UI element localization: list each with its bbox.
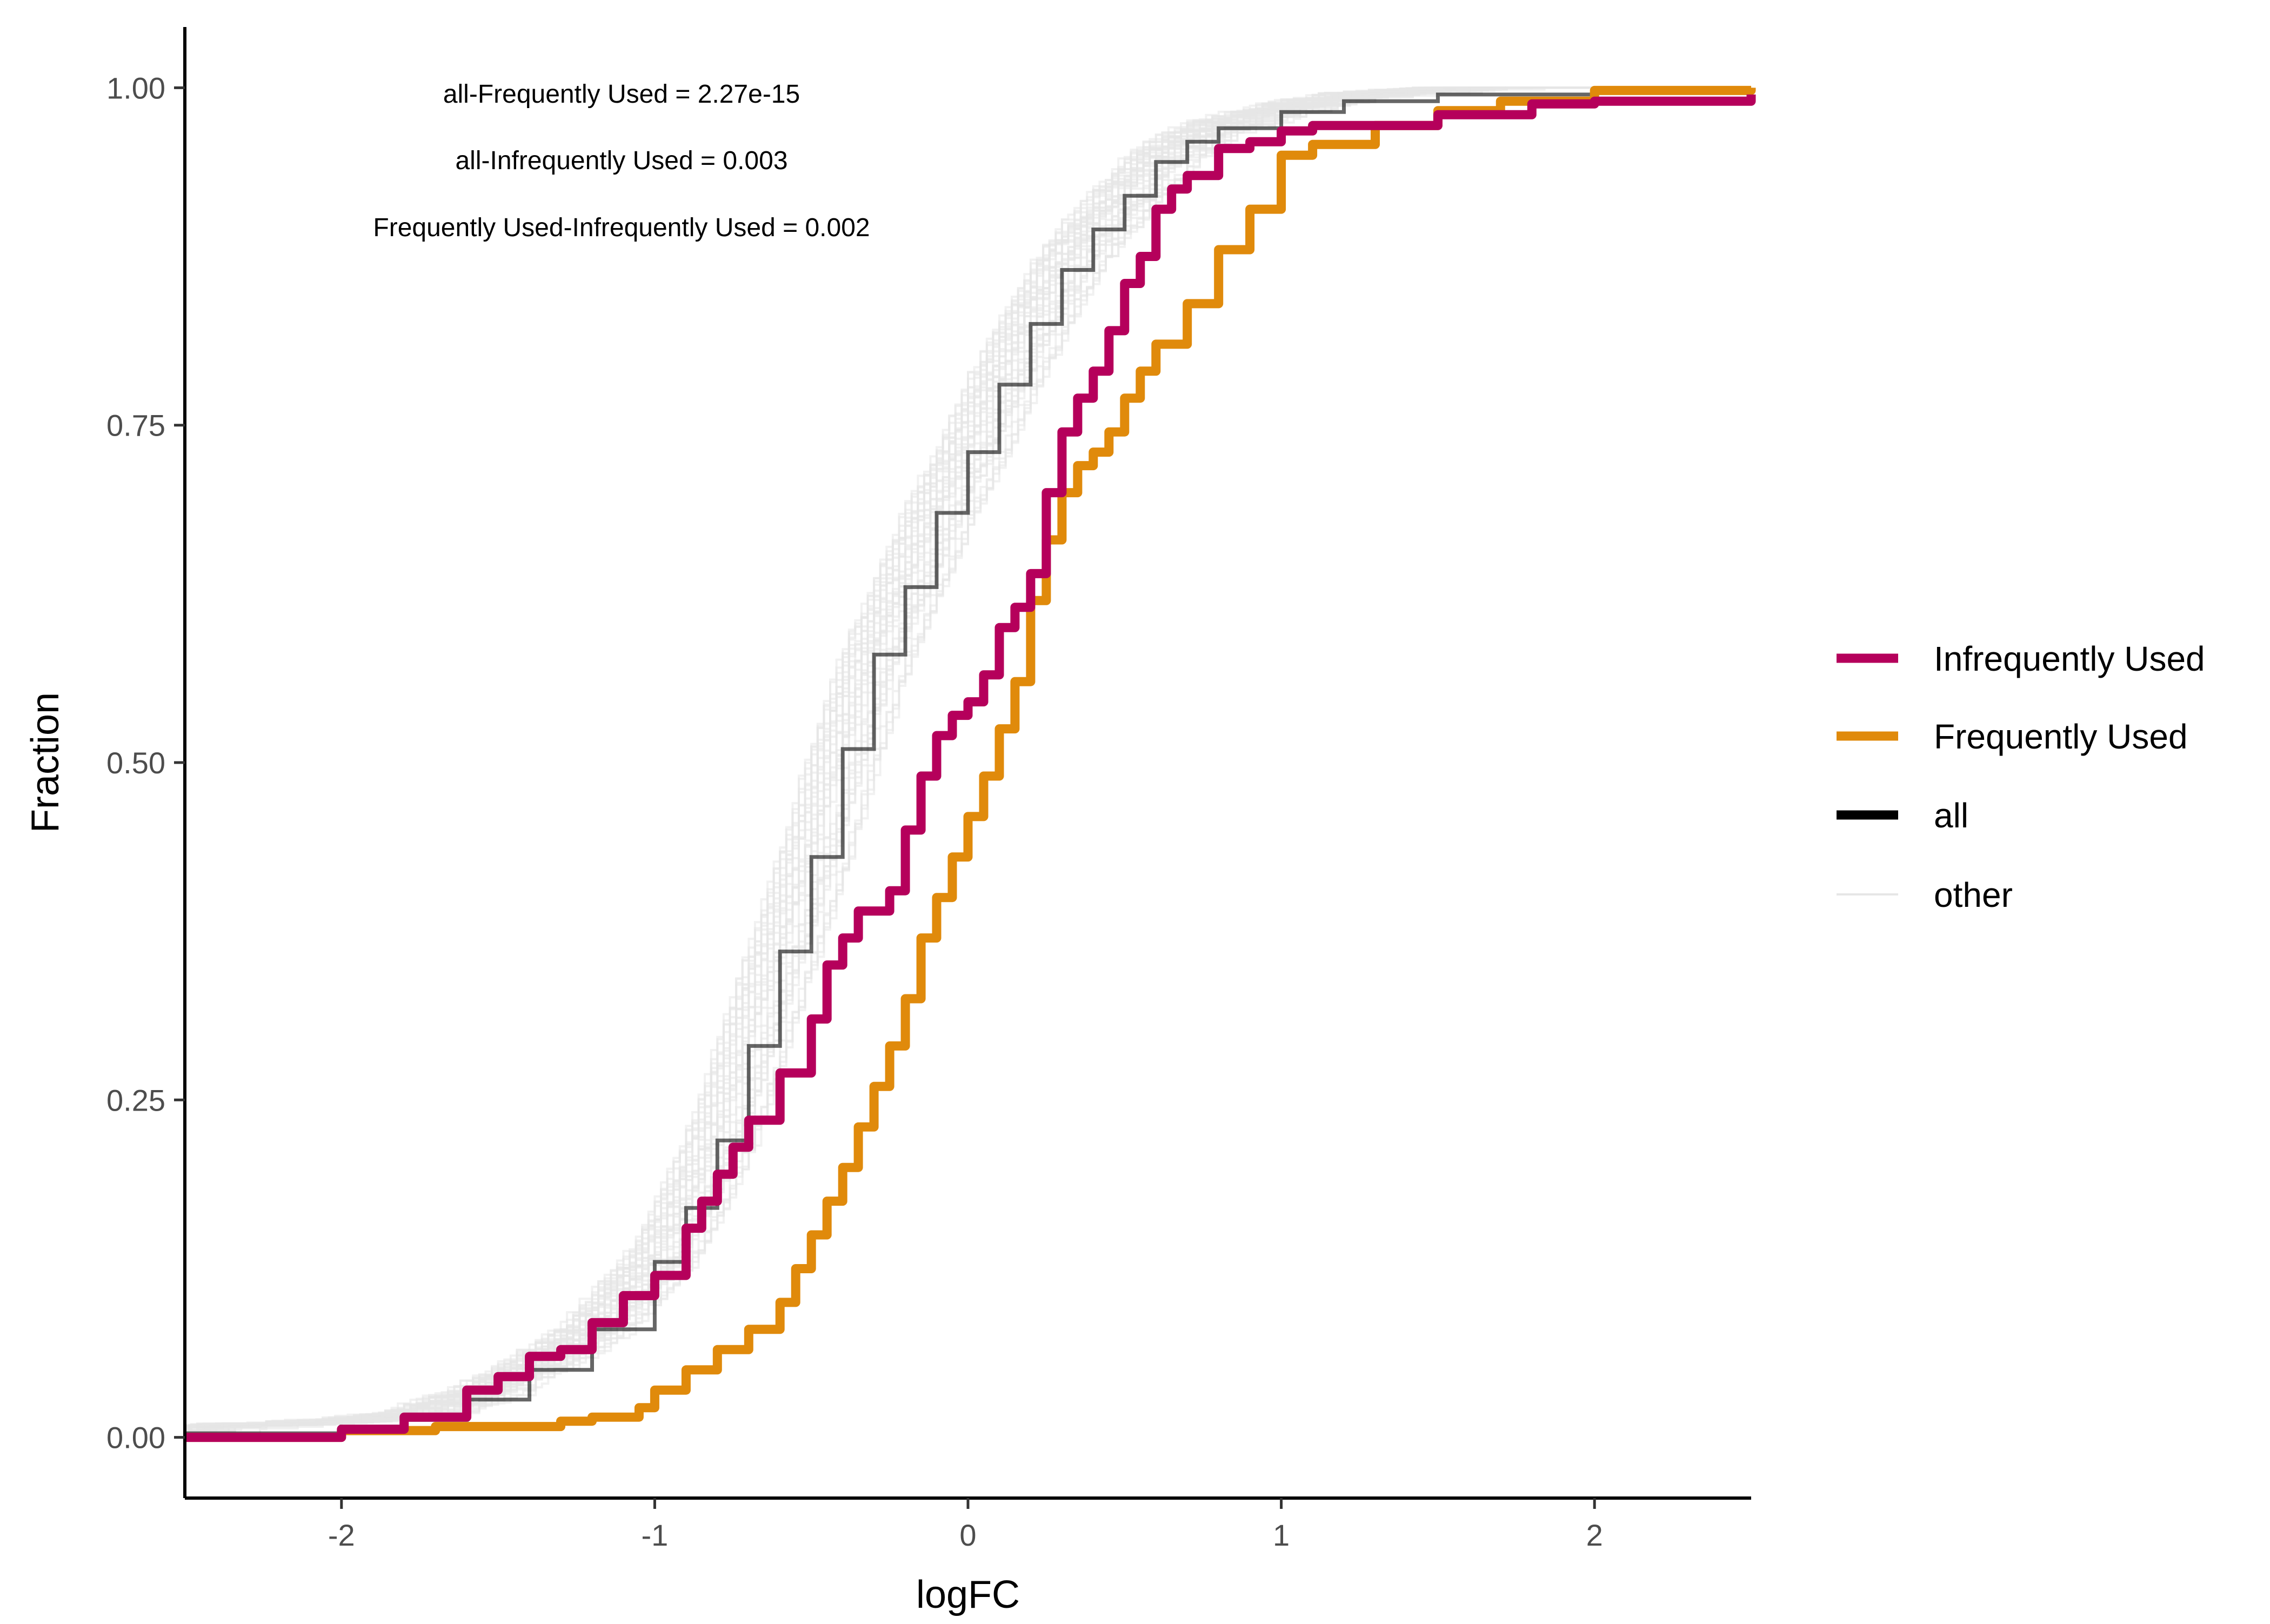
other-series-line: [185, 86, 1751, 1439]
other-series-line: [185, 86, 1751, 1432]
axes-group: [183, 27, 1751, 1500]
other-series-line: [185, 86, 1751, 1434]
x-tick-label: 1: [1273, 1518, 1290, 1552]
y-tick-label: 0.00: [106, 1421, 165, 1455]
other-series-line: [185, 86, 1751, 1427]
series-line-all: [185, 88, 1753, 1435]
other-series-line: [185, 86, 1751, 1438]
other-series-line: [185, 86, 1751, 1439]
legend-item-all: all: [1837, 796, 1968, 835]
other-series-line: [185, 86, 1751, 1436]
other-series-line: [185, 86, 1751, 1438]
other-series-line: [185, 86, 1751, 1434]
series-line-frequently-used: [185, 85, 1756, 1442]
y-tick-label: 0.50: [106, 746, 165, 780]
x-tick-label: -2: [328, 1518, 355, 1552]
other-series-line: [185, 86, 1751, 1431]
other-series-line: [185, 86, 1751, 1427]
y-tick-label: 1.00: [106, 71, 165, 105]
x-tick-label: 0: [959, 1518, 976, 1552]
other-series-line: [185, 86, 1751, 1435]
other-series-line: [185, 86, 1751, 1439]
legend-label-infrequently-used: Infrequently Used: [1934, 639, 2205, 678]
other-series-line: [185, 86, 1751, 1439]
other-series-line: [185, 86, 1751, 1437]
y-tick-label: 0.75: [106, 409, 165, 443]
x-axis-title: logFC: [916, 1573, 1020, 1616]
annotations-group: all-Frequently Used = 2.27e-15 all-Infre…: [373, 80, 870, 242]
other-series-line: [185, 86, 1751, 1428]
other-series-line: [185, 86, 1751, 1433]
legend-item-other: other: [1837, 876, 2013, 914]
annotation-all-infrequently: all-Infrequently Used = 0.003: [455, 146, 787, 175]
other-series-line: [185, 86, 1751, 1426]
other-series-line: [185, 86, 1751, 1439]
other-series-line: [185, 86, 1751, 1438]
other-series-line: [185, 86, 1751, 1439]
other-series-line: [185, 86, 1751, 1431]
main-series-group: [185, 85, 1756, 1442]
y-axis-title: Fraction: [24, 692, 67, 833]
other-series-line: [185, 86, 1751, 1435]
other-series-line: [185, 86, 1751, 1428]
other-series-line: [185, 86, 1751, 1439]
other-series-line: [185, 86, 1751, 1432]
legend-label-frequently-used: Frequently Used: [1934, 717, 2188, 756]
other-series-line: [185, 86, 1751, 1438]
other-series-line: [185, 86, 1751, 1434]
other-series-line: [185, 86, 1751, 1428]
x-ticks-group: -2 -1 0 1 2: [328, 1498, 1603, 1552]
legend-item-infrequently-used: Infrequently Used: [1837, 639, 2205, 678]
legend-item-frequently-used: Frequently Used: [1837, 717, 2188, 756]
x-tick-label: 2: [1586, 1518, 1603, 1552]
y-tick-label: 0.25: [106, 1083, 165, 1117]
legend-label-all: all: [1934, 796, 1968, 835]
other-series-line: [185, 86, 1751, 1432]
other-series-line: [185, 86, 1751, 1438]
other-series-line: [185, 86, 1751, 1429]
y-ticks-group: 0.00 0.25 0.50 0.75 1.00: [106, 71, 185, 1455]
annotation-all-frequently: all-Frequently Used = 2.27e-15: [443, 80, 800, 109]
legend: Infrequently Used Frequently Used all ot…: [1837, 639, 2205, 914]
other-series-line: [185, 86, 1751, 1437]
other-series-line: [185, 86, 1751, 1439]
other-series-line: [185, 86, 1751, 1427]
other-series-line: [185, 86, 1751, 1439]
series-line-infrequently-used: [185, 94, 1756, 1442]
x-tick-label: -1: [642, 1518, 669, 1552]
other-series-line: [185, 86, 1751, 1429]
other-series-line: [185, 86, 1751, 1428]
other-series-line: [185, 86, 1751, 1435]
annotation-frequently-infrequently: Frequently Used-Infrequently Used = 0.00…: [373, 213, 870, 242]
legend-label-other: other: [1934, 876, 2013, 914]
other-series-group: [185, 86, 1751, 1439]
other-series-line: [185, 86, 1751, 1435]
